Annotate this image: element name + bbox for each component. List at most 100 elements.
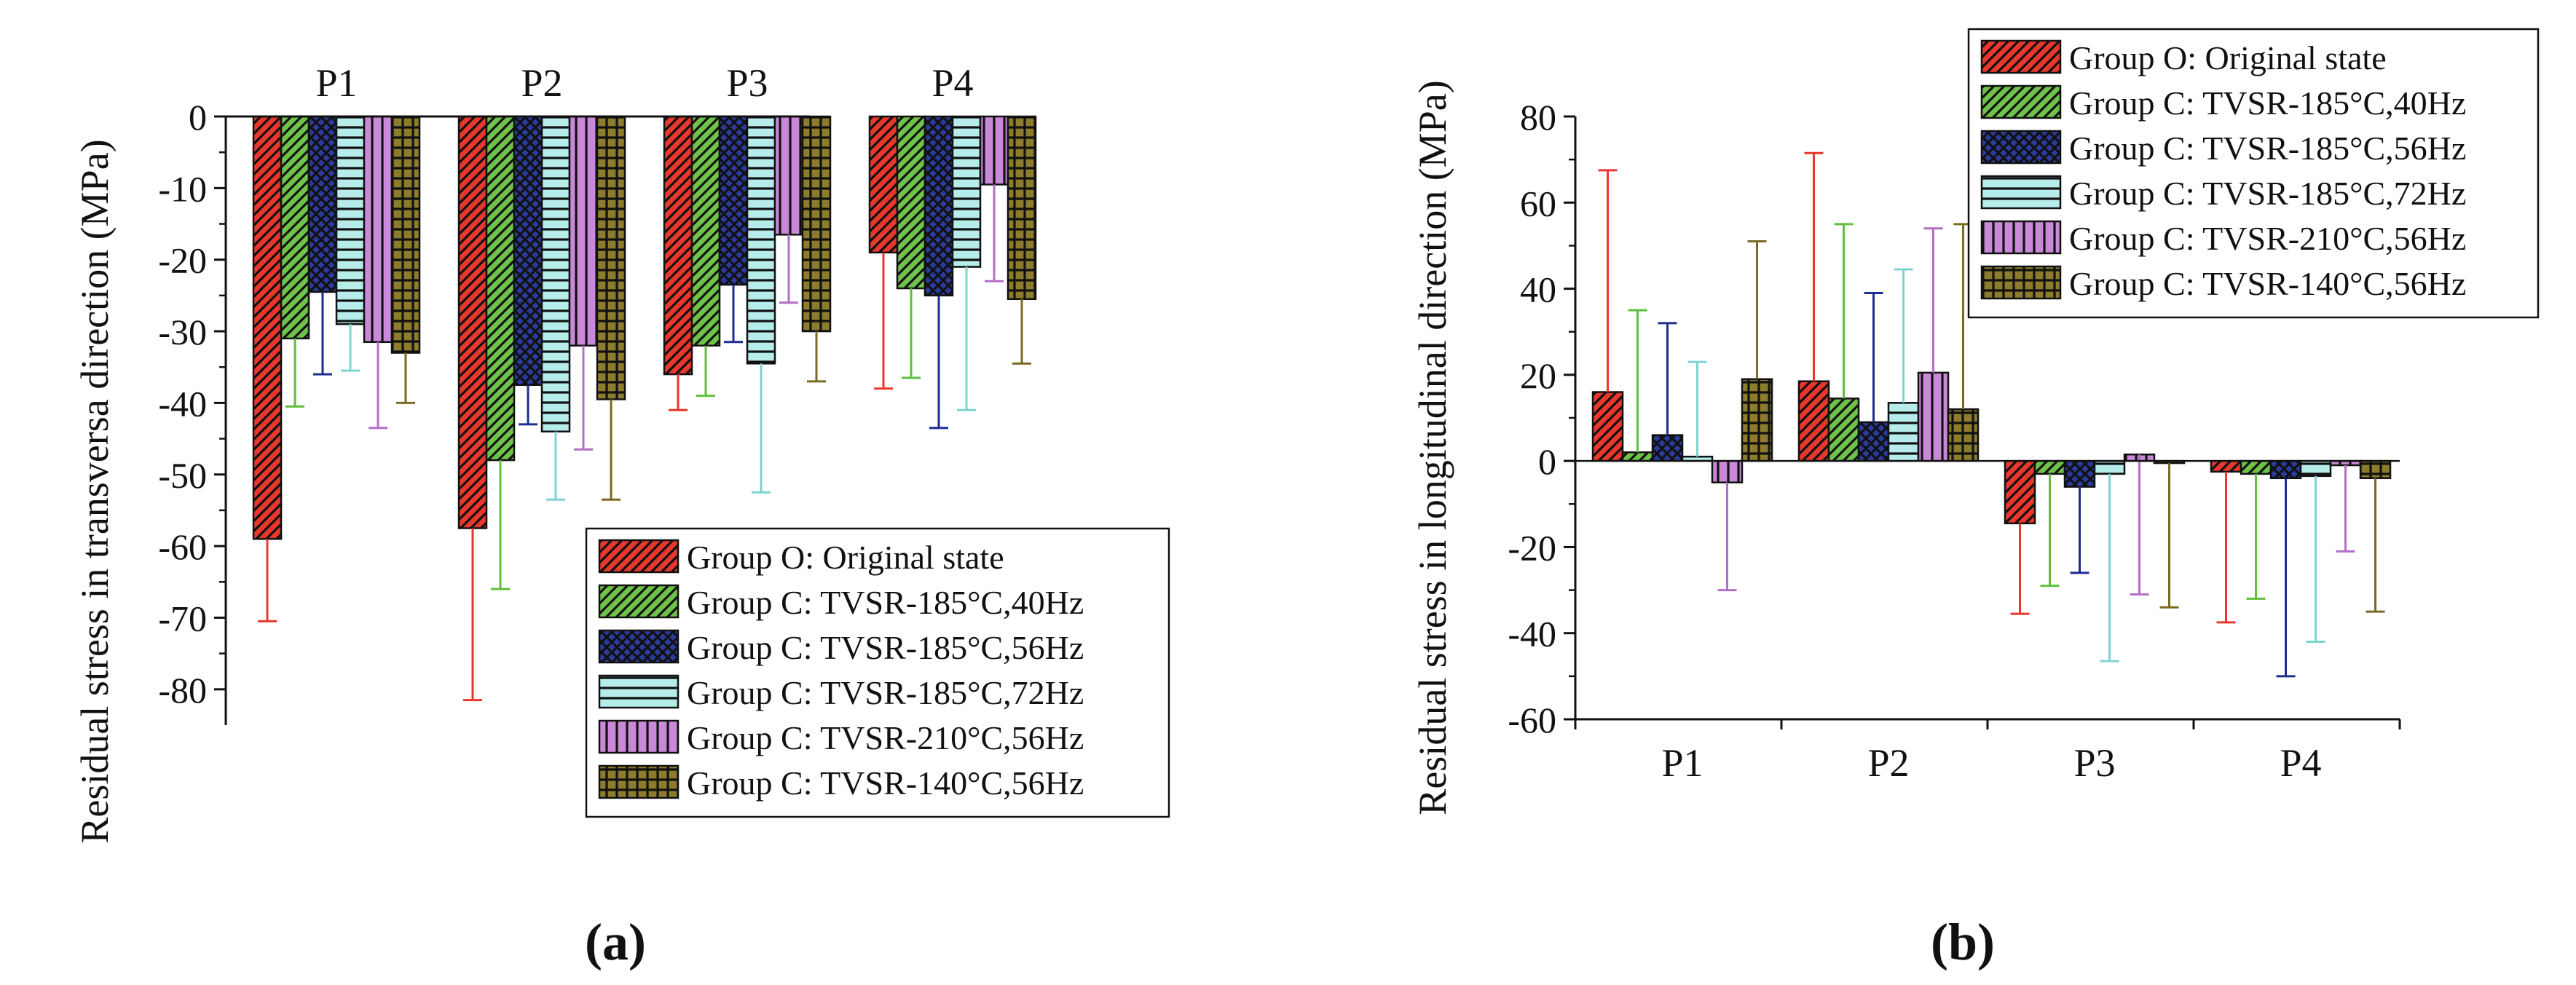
errorbar-b-p1-s1 bbox=[1598, 169, 1618, 392]
errorbar-a-p2-s5 bbox=[574, 345, 593, 451]
errorbar-b-p3-s2 bbox=[2040, 473, 2060, 588]
ytick-label-b-2: 40 bbox=[1520, 269, 1556, 310]
legend-box-a bbox=[585, 527, 1170, 818]
errorbar-b-p1-s5 bbox=[1717, 482, 1737, 592]
legend-swatch-a-2 bbox=[598, 584, 680, 619]
errorbar-b-p3-s6 bbox=[2159, 463, 2179, 609]
ytick-label-a-4: -40 bbox=[158, 383, 207, 424]
legend-swatch-b-5 bbox=[1980, 220, 2062, 255]
bar-b-p3-s4 bbox=[2093, 459, 2126, 475]
errorbar-a-p4-s1 bbox=[874, 252, 893, 390]
errorbar-b-p2-s4 bbox=[1894, 268, 1913, 403]
ytick-label-a-6: -60 bbox=[158, 526, 207, 567]
bar-a-p4-s2 bbox=[896, 115, 926, 290]
errorbar-a-p1-s4 bbox=[341, 324, 360, 372]
bar-a-p1-s1 bbox=[252, 115, 283, 540]
errorbar-a-p3-s2 bbox=[696, 345, 715, 397]
legend-item-b-3: Group C: TVSR-185°C,56Hz bbox=[1980, 130, 2466, 167]
panel-a-legend: Group O: Original state Group C: TVSR-185… bbox=[585, 527, 1170, 818]
ytick-label-a-1: -10 bbox=[158, 168, 207, 209]
bar-a-p2-s1 bbox=[457, 115, 488, 529]
legend-swatch-b-4 bbox=[1980, 175, 2062, 210]
bar-b-p4-s4 bbox=[2299, 459, 2332, 478]
legend-swatch-b-2 bbox=[1980, 84, 2062, 119]
errorbar-b-p3-s5 bbox=[2130, 454, 2149, 596]
legend-item-a-3: Group C: TVSR-185°C,56Hz bbox=[598, 629, 1084, 666]
panel-b-label: (b) bbox=[1931, 913, 1995, 971]
bar-a-p2-s5 bbox=[568, 115, 599, 347]
legend-label-a-2: Group C: TVSR-185°C,40Hz bbox=[687, 584, 1084, 621]
bar-b-p1-s2 bbox=[1621, 451, 1654, 462]
bar-a-p1-s2 bbox=[280, 115, 310, 340]
bar-b-p3-s3 bbox=[2063, 459, 2096, 488]
ytick-label-b-0: 80 bbox=[1520, 97, 1556, 138]
errorbar-b-p2-s2 bbox=[1834, 223, 1854, 399]
errorbar-a-p4-s4 bbox=[957, 266, 976, 411]
errorbar-b-p1-s4 bbox=[1687, 360, 1707, 457]
errorbar-a-p4-s5 bbox=[985, 184, 1004, 282]
bar-a-p3-s1 bbox=[663, 115, 693, 376]
bar-a-p4-s4 bbox=[951, 115, 982, 268]
errorbar-b-p2-s1 bbox=[1804, 151, 1824, 381]
errorbar-b-p4-s2 bbox=[2246, 473, 2266, 600]
ytick-label-a-0: 0 bbox=[189, 97, 207, 138]
errorbar-a-p2-s4 bbox=[546, 431, 565, 501]
panel-a-error-bars bbox=[258, 184, 1031, 702]
panel-b-ylabel: Residual stress in longitudinal directio… bbox=[1411, 80, 1454, 815]
bar-b-p2-s5 bbox=[1917, 371, 1950, 462]
errorbar-a-p3-s5 bbox=[779, 234, 798, 304]
errorbar-b-p3-s1 bbox=[2010, 523, 2030, 615]
legend-label-a-5: Group C: TVSR-210°C,56Hz bbox=[687, 719, 1084, 756]
bar-b-p2-s4 bbox=[1887, 402, 1920, 462]
chart-panel-b: 80 60 40 20 0 -20 -40 -60 P1 P2 P3 P4 Residual stre… bbox=[1411, 28, 2540, 971]
errorbar-a-p2-s3 bbox=[519, 384, 537, 426]
errorbar-b-p4-s1 bbox=[2216, 471, 2236, 624]
category-label-b-p1: P1 bbox=[1661, 741, 1703, 785]
bar-a-p2-s3 bbox=[513, 115, 543, 387]
legend-label-a-1: Group O: Original state bbox=[687, 539, 1004, 576]
legend-item-a-4: Group C: TVSR-185°C,72Hz bbox=[598, 674, 1084, 711]
legend-item-a-5: Group C: TVSR-210°C,56Hz bbox=[598, 719, 1084, 756]
legend-swatch-b-3 bbox=[1980, 130, 2062, 165]
ytick-label-b-7: -60 bbox=[1508, 700, 1556, 740]
panel-a-axes: 0 -10 -20 -30 -40 -50 -60 -70 -80 P1 P2 P3 P4 bbox=[158, 61, 974, 725]
bar-a-p4-s6 bbox=[1007, 115, 1037, 301]
bar-b-p4-s1 bbox=[2210, 459, 2242, 473]
bar-b-p2-s6 bbox=[1947, 408, 1980, 462]
legend-label-b-1: Group O: Original state bbox=[2069, 39, 2387, 76]
bar-b-p1-s1 bbox=[1591, 391, 1624, 462]
legend-box-b bbox=[1967, 28, 2540, 319]
legend-label-a-6: Group C: TVSR-140°C,56Hz bbox=[687, 764, 1084, 802]
legend-item-b-1: Group O: Original state bbox=[1980, 39, 2387, 76]
bar-b-p4-s6 bbox=[2359, 459, 2392, 480]
category-label-b-p2: P2 bbox=[1867, 741, 1909, 785]
legend-label-b-5: Group C: TVSR-210°C,56Hz bbox=[2069, 220, 2466, 257]
legend-swatch-a-6 bbox=[598, 764, 680, 799]
errorbar-b-p2-s5 bbox=[1923, 227, 1943, 373]
legend-item-a-2: Group C: TVSR-185°C,40Hz bbox=[598, 584, 1084, 621]
errorbar-b-p4-s3 bbox=[2276, 478, 2296, 678]
errorbar-a-p1-s5 bbox=[369, 341, 387, 430]
errorbar-a-p3-s3 bbox=[724, 285, 743, 344]
bar-a-p1-s3 bbox=[307, 115, 338, 293]
errorbar-b-p1-s2 bbox=[1628, 309, 1647, 453]
legend-label-b-2: Group C: TVSR-185°C,40Hz bbox=[2069, 84, 2466, 122]
errorbar-a-p1-s1 bbox=[258, 539, 277, 622]
legend-item-a-1: Group O: Original state bbox=[598, 539, 1004, 576]
ytick-label-b-3: 20 bbox=[1520, 355, 1556, 396]
legend-item-b-5: Group C: TVSR-210°C,56Hz bbox=[1980, 220, 2466, 257]
category-label-a-p3: P3 bbox=[726, 61, 768, 105]
bar-a-p3-s5 bbox=[773, 115, 804, 236]
ytick-label-a-2: -20 bbox=[158, 240, 207, 281]
bar-a-p2-s4 bbox=[540, 115, 571, 433]
legend-item-b-2: Group C: TVSR-185°C,40Hz bbox=[1980, 84, 2466, 122]
legend-swatch-a-3 bbox=[598, 629, 680, 664]
category-label-b-p4: P4 bbox=[2280, 741, 2321, 785]
panel-b-bars bbox=[1591, 371, 2392, 525]
panel-a-label: (a) bbox=[585, 913, 646, 971]
ytick-label-b-5: -20 bbox=[1508, 527, 1556, 568]
ytick-label-a-7: -70 bbox=[158, 598, 207, 638]
errorbar-b-p1-s3 bbox=[1658, 322, 1677, 435]
errorbar-a-p3-s4 bbox=[752, 363, 771, 494]
